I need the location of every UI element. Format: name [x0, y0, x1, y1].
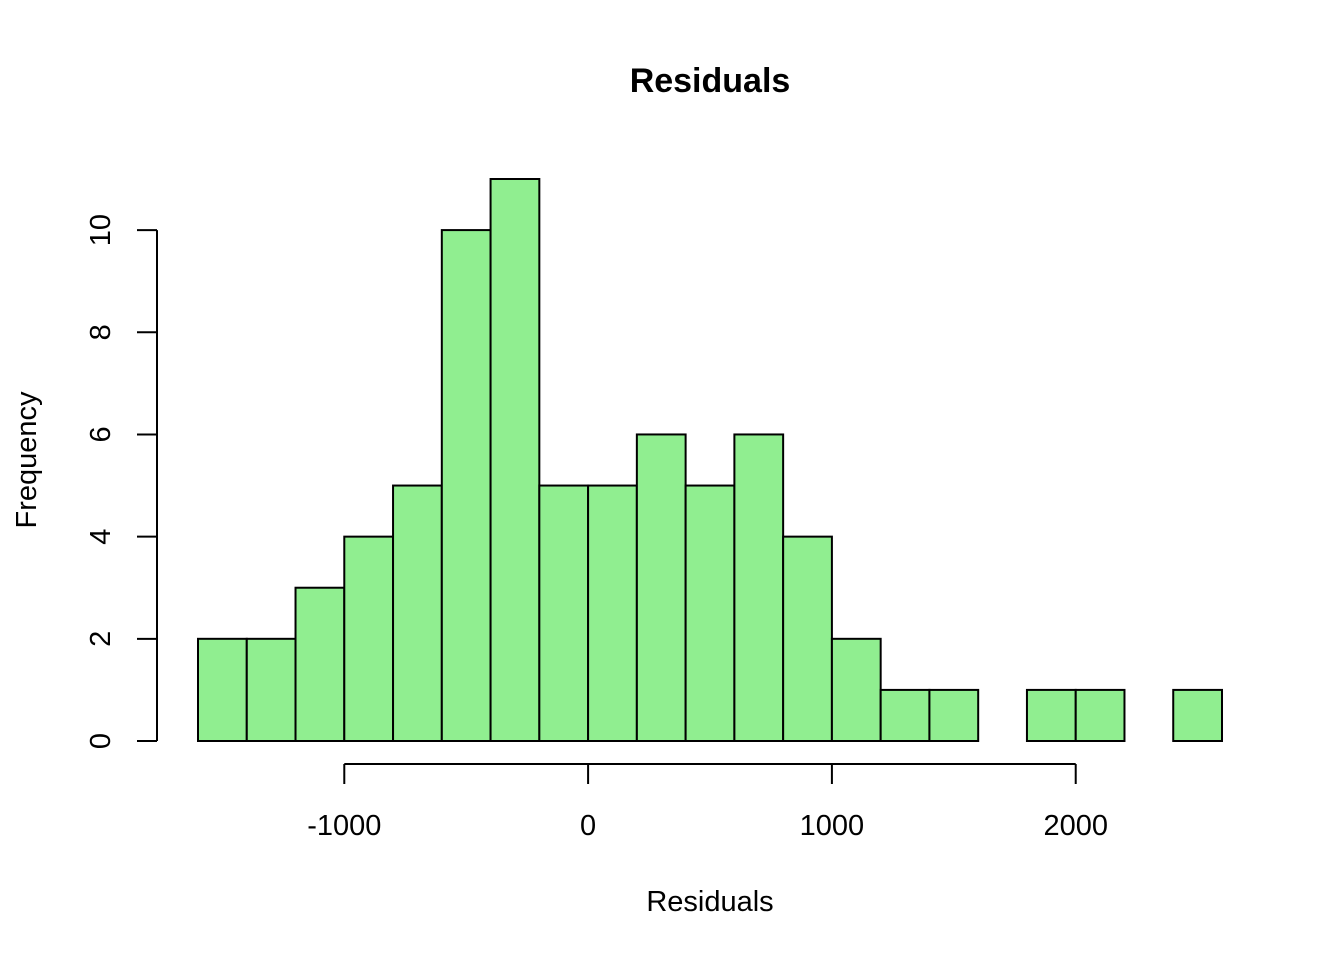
histogram-bar	[440, 229, 492, 742]
histogram-bar	[879, 688, 931, 743]
histogram-bar	[538, 484, 590, 742]
histogram-bar	[343, 535, 395, 742]
chart-title: Residuals	[630, 62, 791, 100]
x-tick-label: 1000	[800, 810, 865, 842]
histogram-bar	[1172, 688, 1223, 743]
x-axis: -1000 0 1000 2000	[307, 763, 1108, 842]
histogram-bar	[245, 637, 297, 742]
y-tick-label: 8	[85, 324, 117, 340]
x-tick-label: 2000	[1043, 810, 1108, 842]
y-tick-label: 10	[85, 214, 117, 246]
histogram-bar	[684, 484, 736, 742]
y-tick-label: 2	[85, 631, 117, 647]
x-tick-label: -1000	[307, 810, 381, 842]
y-tick-label: 0	[85, 733, 117, 749]
x-axis-label: Residuals	[646, 886, 773, 918]
histogram-bar	[294, 586, 346, 743]
histogram-bar	[392, 484, 443, 742]
y-tick-label: 6	[85, 426, 117, 442]
histogram-bar	[928, 688, 980, 743]
histogram-bar	[1025, 688, 1077, 743]
histogram-bar	[635, 433, 687, 742]
histogram-bar	[782, 535, 833, 742]
histogram-bar	[587, 484, 638, 742]
histogram-bar	[197, 637, 248, 742]
histogram-bar	[830, 637, 882, 742]
histogram-bar	[733, 433, 785, 742]
x-tick-label: 0	[580, 810, 596, 842]
y-axis: 0 2 4 6 8 10	[85, 214, 158, 749]
histogram-bar	[489, 178, 541, 742]
y-tick-label: 4	[85, 529, 117, 545]
bars-group	[197, 178, 1223, 743]
histogram-bar	[1074, 688, 1126, 743]
y-axis-label: Frequency	[11, 391, 43, 529]
